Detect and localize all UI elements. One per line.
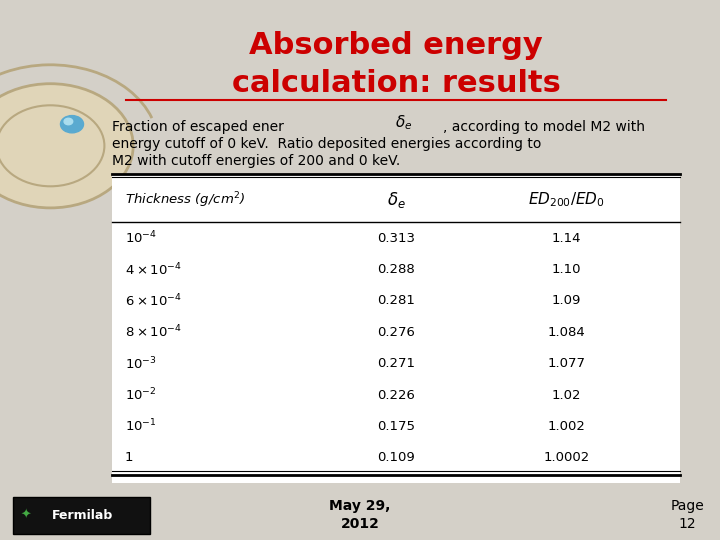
Text: Fermilab: Fermilab <box>52 509 114 522</box>
Text: 1.10: 1.10 <box>552 263 581 276</box>
Text: 0.109: 0.109 <box>377 451 415 464</box>
Text: $ED_{200}/ED_0$: $ED_{200}/ED_0$ <box>528 191 605 209</box>
Text: 1.084: 1.084 <box>548 326 585 339</box>
Text: 0.281: 0.281 <box>377 294 415 307</box>
Text: 0.288: 0.288 <box>377 263 415 276</box>
Text: $\delta_e$: $\delta_e$ <box>395 114 412 132</box>
Text: , according to model M2 with: , according to model M2 with <box>443 120 645 134</box>
Text: $10^{-3}$: $10^{-3}$ <box>125 355 156 372</box>
Text: $10^{-4}$: $10^{-4}$ <box>125 230 157 246</box>
Text: $8 \times 10^{-4}$: $8 \times 10^{-4}$ <box>125 324 181 341</box>
FancyBboxPatch shape <box>13 497 150 534</box>
Circle shape <box>0 84 133 208</box>
Text: $4 \times 10^{-4}$: $4 \times 10^{-4}$ <box>125 261 181 278</box>
Text: $10^{-1}$: $10^{-1}$ <box>125 418 156 435</box>
Text: 1.0002: 1.0002 <box>544 451 590 464</box>
Text: $6 \times 10^{-4}$: $6 \times 10^{-4}$ <box>125 293 181 309</box>
Text: 1.02: 1.02 <box>552 389 581 402</box>
Text: 1.077: 1.077 <box>548 357 585 370</box>
Circle shape <box>64 118 73 125</box>
Text: 1.002: 1.002 <box>548 420 585 433</box>
Text: ✦: ✦ <box>20 509 31 522</box>
Text: 0.226: 0.226 <box>377 389 415 402</box>
Circle shape <box>60 116 84 133</box>
Text: energy cutoff of 0 keV.  Ratio deposited energies according to: energy cutoff of 0 keV. Ratio deposited … <box>112 137 541 151</box>
Text: M2 with cutoff energies of 200 and 0 keV.: M2 with cutoff energies of 200 and 0 keV… <box>112 154 400 168</box>
FancyBboxPatch shape <box>112 174 680 483</box>
Text: Absorbed energy: Absorbed energy <box>249 31 543 60</box>
Text: 0.175: 0.175 <box>377 420 415 433</box>
Text: Fraction of escaped ener: Fraction of escaped ener <box>112 120 284 134</box>
Text: 1.09: 1.09 <box>552 294 581 307</box>
Text: 0.313: 0.313 <box>377 232 415 245</box>
Text: calculation: results: calculation: results <box>232 69 560 98</box>
Text: $10^{-2}$: $10^{-2}$ <box>125 387 156 403</box>
Text: 0.271: 0.271 <box>377 357 415 370</box>
Text: Thickness (g/cm$^2$): Thickness (g/cm$^2$) <box>125 190 245 210</box>
Text: Page
12: Page 12 <box>671 499 704 531</box>
Text: $\delta_e$: $\delta_e$ <box>387 190 405 210</box>
Text: 1: 1 <box>125 451 133 464</box>
Text: 0.276: 0.276 <box>377 326 415 339</box>
Text: 1.14: 1.14 <box>552 232 581 245</box>
Text: May 29,
2012: May 29, 2012 <box>329 499 391 531</box>
